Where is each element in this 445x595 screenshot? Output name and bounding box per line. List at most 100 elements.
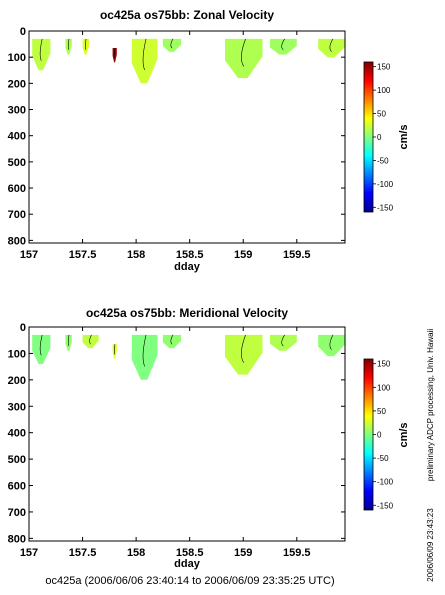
contour-line <box>67 38 70 50</box>
y-tick-label: 100 <box>8 348 26 360</box>
contour-line <box>142 334 147 367</box>
velocity-region <box>318 38 345 58</box>
y-tick-label: 0 <box>20 322 26 334</box>
colorbar-tick-label: -150 <box>377 501 394 510</box>
contour-line <box>329 38 334 52</box>
y-tick-label: 0 <box>20 26 26 38</box>
chart-title: oc425a os75bb: Meridional Velocity <box>86 306 288 320</box>
time-range-footer: oc425a (2006/06/06 23:40:14 to 2006/06/0… <box>45 575 334 587</box>
velocity-region <box>270 38 297 55</box>
y-tick-label: 600 <box>8 481 26 493</box>
y-tick-label: 300 <box>8 401 26 413</box>
velocity-region <box>162 334 182 349</box>
velocity-region <box>131 38 158 84</box>
velocity-field <box>32 38 345 84</box>
contour-line <box>89 334 92 345</box>
timestamp-note: 2006/06/09 23:43:23 <box>426 508 435 582</box>
plot-frame <box>28 326 346 542</box>
x-axis-label: dday <box>174 558 201 570</box>
x-axis-label: dday <box>174 261 201 273</box>
meridional-velocity-panel: oc425a os75bb: Meridional Velocity 157 15… <box>8 306 410 570</box>
colorbar-ticks: 150 100 50 0 -50 -100 -150 <box>373 63 394 212</box>
colorbar-label: cm/s <box>398 124 410 149</box>
x-tick-label: 158.5 <box>176 547 204 559</box>
colorbar-tick-label: 50 <box>377 110 386 119</box>
x-tick-label: 158.5 <box>176 249 204 261</box>
processing-note: preliminary ADCP processing, Univ. Hawai… <box>426 329 435 481</box>
colorbar-tick-label: 150 <box>377 63 391 72</box>
y-tick-label: 800 <box>8 235 26 247</box>
velocity-region <box>82 334 99 349</box>
y-axis-ticks: 0 100 200 300 400 500 600 700 800 <box>8 322 345 545</box>
y-tick-label: 600 <box>8 183 26 195</box>
x-tick-label: 159.5 <box>283 547 311 559</box>
colorbar-tick-label: 100 <box>377 86 391 95</box>
velocity-region <box>225 334 263 375</box>
contour-line <box>241 334 246 363</box>
colorbar-tick-label: -50 <box>377 454 389 463</box>
velocity-region <box>65 334 72 351</box>
contour-line <box>170 38 174 49</box>
colorbar-tick-label: -150 <box>377 203 394 212</box>
y-tick-label: 400 <box>8 131 26 143</box>
colorbar-ticks: 150 100 50 0 -50 -100 -150 <box>373 360 394 510</box>
contour-line <box>67 334 70 347</box>
velocity-region <box>131 334 158 380</box>
colorbar-tick-label: -100 <box>377 478 394 487</box>
x-tick-label: 157.5 <box>69 547 97 559</box>
contour-line <box>85 38 87 50</box>
x-tick-label: 159 <box>234 547 252 559</box>
velocity-region <box>32 334 51 364</box>
contour-line <box>281 38 285 51</box>
colorbar <box>363 61 374 213</box>
y-tick-label: 200 <box>8 78 26 90</box>
velocity-region <box>270 334 297 351</box>
y-tick-label: 500 <box>8 157 26 169</box>
contour-line <box>39 334 43 356</box>
y-tick-label: 200 <box>8 375 26 387</box>
x-tick-label: 158 <box>127 249 145 261</box>
velocity-region <box>65 38 72 55</box>
colorbar-tick-label: -100 <box>377 180 394 189</box>
x-axis-ticks: 157 157.5 158 158.5 159 159.5 <box>20 327 311 559</box>
y-tick-label: 800 <box>8 533 26 545</box>
y-tick-label: 400 <box>8 428 26 440</box>
colorbar-tick-label: 100 <box>377 383 391 392</box>
x-tick-label: 158 <box>127 547 145 559</box>
colorbar-tick-label: 0 <box>377 133 382 142</box>
colorbar-tick-label: 150 <box>377 360 391 369</box>
velocity-region <box>318 334 345 357</box>
plot-frame <box>28 30 346 244</box>
y-tick-label: 500 <box>8 454 26 466</box>
colorbar-tick-label: 0 <box>377 431 382 440</box>
contour-line <box>329 334 334 350</box>
x-axis-ticks: 157 157.5 158 158.5 159 159.5 <box>20 31 311 261</box>
colorbar <box>363 358 374 511</box>
velocity-region <box>32 38 51 71</box>
x-tick-label: 157 <box>20 249 38 261</box>
velocity-region <box>82 38 89 55</box>
contour-line <box>39 38 43 61</box>
x-tick-label: 157 <box>20 547 38 559</box>
contour-line <box>241 38 246 67</box>
x-tick-label: 159.5 <box>283 249 311 261</box>
y-tick-label: 700 <box>8 209 26 221</box>
velocity-field <box>32 334 345 380</box>
contour-line <box>170 334 174 345</box>
y-tick-label: 100 <box>8 52 26 64</box>
contour-line <box>281 334 285 347</box>
x-tick-label: 159 <box>234 249 252 261</box>
colorbar-tick-label: 50 <box>377 407 386 416</box>
zonal-velocity-panel: oc425a os75bb: Zonal Velocity 157 157.5 15… <box>8 8 410 273</box>
colorbar-label: cm/s <box>398 422 410 447</box>
contour-line <box>142 38 147 71</box>
y-axis-ticks: 0 100 200 300 400 500 600 700 800 <box>8 26 345 247</box>
colorbar-tick-label: -50 <box>377 156 389 165</box>
y-tick-label: 700 <box>8 507 26 519</box>
x-tick-label: 157.5 <box>69 249 97 261</box>
y-tick-label: 300 <box>8 105 26 117</box>
chart-title: oc425a os75bb: Zonal Velocity <box>100 8 274 22</box>
velocity-region <box>162 38 182 52</box>
velocity-region <box>225 38 263 79</box>
